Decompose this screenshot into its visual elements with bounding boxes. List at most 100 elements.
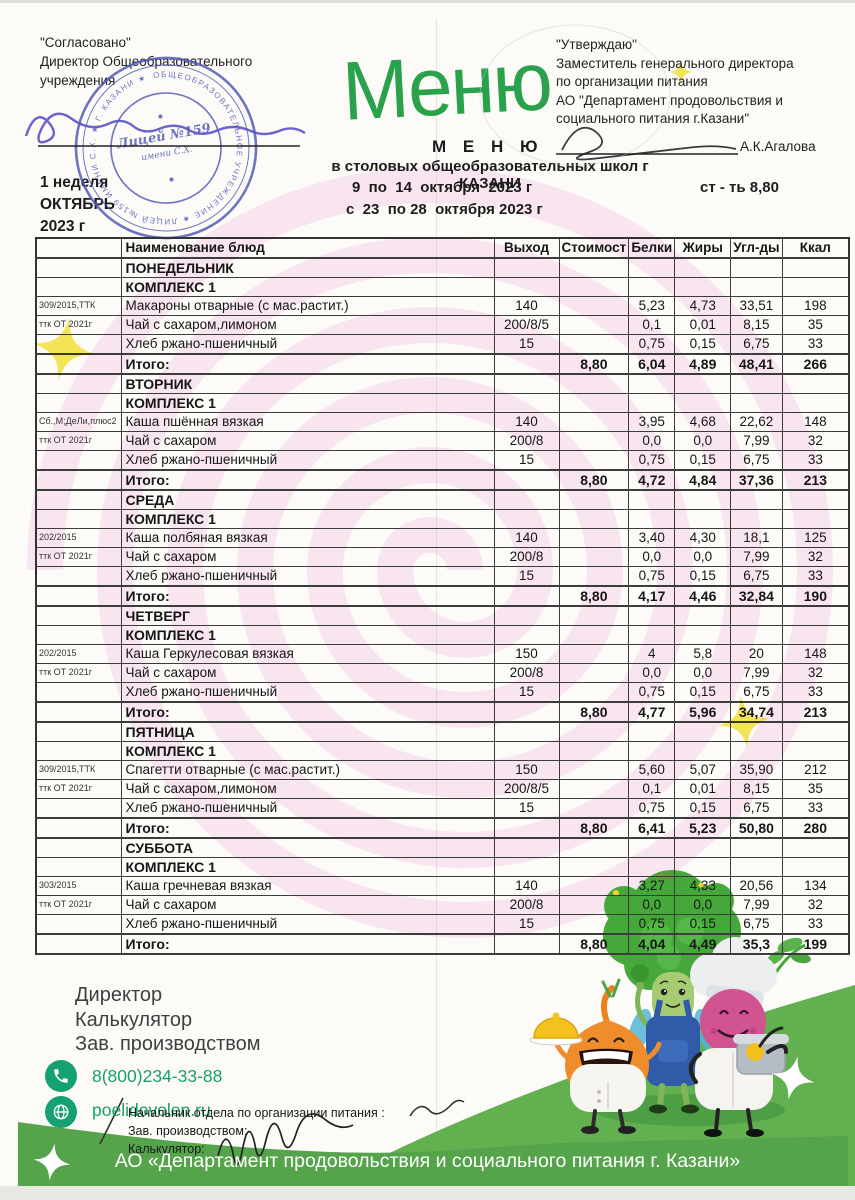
dish-name-cell: Хлеб ржано-пшеничный (120, 914, 495, 935)
value-cell (781, 605, 850, 626)
value-cell: 0,0 (628, 547, 676, 567)
menu-dish-row: 202/2015 Каша Геркулесовая вязкая 150 4 5,8 2… (35, 644, 850, 664)
menu-subheading: в столовых общеобразовательных школ г КА… (331, 158, 649, 192)
value-cell (730, 393, 783, 413)
value-cell (628, 277, 676, 297)
value-cell (558, 798, 630, 819)
value-cell (558, 373, 630, 394)
approval-line: "Утверждаю" (556, 37, 637, 52)
menu-dish-row: ттк ОТ 2021г Чай с сахаром 200/8 0,0 0,0 7,99… (35, 895, 850, 915)
value-cell (493, 721, 560, 742)
menu-complex-row: КОМПЛЕКС 1 (35, 509, 850, 529)
dish-name-cell: КОМПЛЕКС 1 (120, 857, 495, 877)
column-header: Стоимост (558, 237, 630, 259)
value-cell: 37,36 (730, 469, 783, 491)
onion-character (529, 978, 662, 1134)
value-cell: 15 (493, 334, 560, 355)
menu-dish-row: Хлеб ржано-пшеничный 15 0,75 0,15 6,75 33 (35, 798, 850, 819)
value-cell: 140 (493, 876, 560, 896)
value-cell (493, 605, 560, 626)
value-cell: 8,80 (558, 701, 630, 723)
approval-line: по организации питания (556, 74, 708, 89)
footer-role: Калькулятор (75, 1008, 193, 1031)
value-cell: 8,15 (730, 779, 783, 799)
value-cell: 33 (781, 798, 850, 819)
menu-dish-row: Сб.,М;ДеЛи,плюс2 Каша пшённая вязкая 140 3,… (35, 412, 850, 432)
value-cell (628, 489, 676, 510)
value-cell (674, 857, 732, 877)
dish-name-cell: КОМПЛЕКС 1 (120, 625, 495, 645)
school-stamp: ОБЩЕОБРАЗОВАТЕЛЬНОЕ УЧРЕЖДЕНИЕ ★ ЛИЦЕЙ №… (74, 56, 258, 240)
value-cell: 200/8/5 (493, 315, 560, 335)
value-cell (558, 837, 630, 858)
recipe-code-cell (35, 393, 122, 413)
value-cell: 6,41 (628, 817, 676, 839)
value-cell: 0,01 (674, 779, 732, 799)
menu-heading: М Е Н Ю (432, 137, 544, 156)
value-cell (558, 914, 630, 935)
value-cell: 150 (493, 760, 560, 780)
recipe-code-cell (35, 625, 122, 645)
value-cell (558, 489, 630, 510)
value-cell: 125 (781, 528, 850, 548)
recipe-code-cell: ттк ОТ 2021г (35, 431, 122, 451)
value-cell: 34,74 (730, 701, 783, 723)
dish-name-cell: Итого: (120, 353, 495, 375)
dish-name-cell: Чай с сахаром,лимоном (120, 779, 495, 799)
value-cell (493, 469, 560, 491)
recipe-code-cell: ттк ОТ 2021г (35, 779, 122, 799)
value-cell (493, 353, 560, 375)
value-cell (730, 837, 783, 858)
menu-dish-row: 202/2015 Каша полбяная вязкая 140 3,40 4,30 1… (35, 528, 850, 548)
value-cell: 4,33 (674, 876, 732, 896)
value-cell: 15 (493, 566, 560, 587)
value-cell: 4,30 (674, 528, 732, 548)
menu-complex-row: КОМПЛЕКС 1 (35, 741, 850, 761)
value-cell: 33 (781, 682, 850, 703)
dish-name-cell: Чай с сахаром,лимоном (120, 315, 495, 335)
value-cell (558, 605, 630, 626)
value-cell: 0,15 (674, 914, 732, 935)
value-cell (628, 721, 676, 742)
recipe-code-cell (35, 914, 122, 935)
value-cell: 0,0 (628, 431, 676, 451)
white-sparkle-band (33, 1143, 71, 1181)
value-cell: 0,01 (674, 315, 732, 335)
value-cell (781, 489, 850, 510)
value-cell: 4 (628, 644, 676, 664)
value-cell: 15 (493, 682, 560, 703)
menu-total-row: Итого: 8,80 6,04 4,89 48,41 266 (35, 353, 850, 375)
value-cell: 140 (493, 412, 560, 432)
value-cell: 200/8 (493, 431, 560, 451)
dish-name-cell: КОМПЛЕКС 1 (120, 393, 495, 413)
value-cell: 266 (781, 353, 850, 375)
menu-complex-row: КОМПЛЕКС 1 (35, 857, 850, 877)
value-cell: 7,99 (730, 431, 783, 451)
dish-name-cell: КОМПЛЕКС 1 (120, 277, 495, 297)
value-cell (558, 277, 630, 297)
value-cell (558, 431, 630, 451)
dish-name-cell: СУББОТА (120, 837, 495, 858)
value-cell (493, 277, 560, 297)
value-cell (558, 450, 630, 471)
menu-day-row: ПЯТНИЦА (35, 721, 850, 742)
recipe-code-cell: Сб.,М;ДеЛи,плюс2 (35, 412, 122, 432)
bottom-illustration (18, 870, 855, 1200)
value-cell (493, 741, 560, 761)
value-cell (558, 547, 630, 567)
value-cell: 200/8 (493, 663, 560, 683)
value-cell: 0,15 (674, 682, 732, 703)
value-cell: 4,77 (628, 701, 676, 723)
menu-day-row: ЧЕТВЕРГ (35, 605, 850, 626)
value-cell: 4,72 (628, 469, 676, 491)
recipe-code-cell (35, 585, 122, 607)
menu-complex-row: КОМПЛЕКС 1 (35, 393, 850, 413)
value-cell: 8,15 (730, 315, 783, 335)
menu-dish-row: 303/2015 Каша гречневая вязкая 140 3,27 4,33… (35, 876, 850, 896)
right-signer-name: А.К.Агалова (740, 139, 816, 154)
value-cell (674, 741, 732, 761)
value-cell (493, 393, 560, 413)
value-cell (493, 585, 560, 607)
scan-edge-top (0, 0, 855, 3)
recipe-code-cell (35, 857, 122, 877)
